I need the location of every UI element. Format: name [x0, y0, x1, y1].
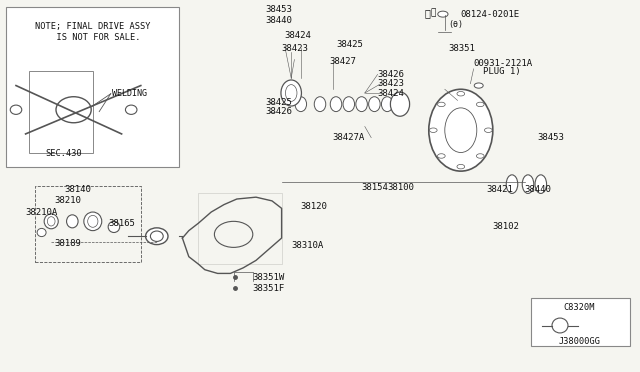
Ellipse shape: [281, 80, 301, 106]
Circle shape: [438, 102, 445, 107]
Text: (θ): (θ): [448, 20, 463, 29]
Text: 38427: 38427: [330, 57, 356, 66]
Ellipse shape: [146, 228, 168, 245]
Text: 38120: 38120: [301, 202, 328, 211]
Text: 38165: 38165: [109, 219, 136, 228]
Text: 38210: 38210: [54, 196, 81, 205]
Ellipse shape: [67, 215, 78, 228]
Text: 38351F: 38351F: [253, 284, 285, 293]
Text: 38426: 38426: [266, 107, 292, 116]
Text: 38189: 38189: [54, 239, 81, 248]
Ellipse shape: [295, 97, 307, 112]
Text: NOTE; FINAL DRIVE ASSY
  IS NOT FOR SALE.: NOTE; FINAL DRIVE ASSY IS NOT FOR SALE.: [35, 22, 150, 42]
Text: 38424: 38424: [285, 31, 312, 40]
Text: 38140: 38140: [64, 185, 91, 194]
Ellipse shape: [343, 97, 355, 112]
Text: 08124-0201E: 08124-0201E: [461, 10, 520, 19]
FancyBboxPatch shape: [531, 298, 630, 346]
Text: WELDING: WELDING: [112, 89, 147, 97]
Ellipse shape: [37, 228, 46, 237]
Ellipse shape: [535, 175, 547, 193]
Text: 00931-2121A: 00931-2121A: [474, 59, 532, 68]
Ellipse shape: [506, 175, 518, 193]
Text: 38425: 38425: [336, 40, 363, 49]
Circle shape: [429, 128, 437, 132]
Circle shape: [438, 154, 445, 158]
Circle shape: [457, 164, 465, 169]
Text: 38154: 38154: [362, 183, 388, 192]
Bar: [29, 71, 93, 153]
Ellipse shape: [84, 212, 102, 231]
Text: 38453: 38453: [266, 5, 292, 14]
Text: 38310A: 38310A: [291, 241, 323, 250]
Text: Ⓑ: Ⓑ: [424, 8, 431, 18]
Circle shape: [484, 128, 492, 132]
Ellipse shape: [522, 175, 534, 193]
Text: 38440: 38440: [525, 185, 552, 194]
Circle shape: [476, 154, 484, 158]
Ellipse shape: [10, 105, 22, 115]
Text: Ⓑ: Ⓑ: [430, 9, 435, 17]
Text: 38425: 38425: [266, 98, 292, 107]
Text: 38351: 38351: [448, 44, 475, 53]
Text: 38102: 38102: [493, 222, 520, 231]
Text: 38453: 38453: [538, 133, 564, 142]
Text: 38424: 38424: [378, 89, 404, 97]
Ellipse shape: [125, 105, 137, 115]
Ellipse shape: [330, 97, 342, 112]
Ellipse shape: [56, 97, 92, 123]
Text: SEC.430: SEC.430: [45, 149, 83, 158]
Ellipse shape: [44, 214, 58, 229]
Ellipse shape: [356, 97, 367, 112]
Circle shape: [476, 102, 484, 107]
Circle shape: [457, 92, 465, 96]
Text: 38351W: 38351W: [253, 273, 285, 282]
Text: 38100: 38100: [387, 183, 414, 192]
Text: 38440: 38440: [266, 16, 292, 25]
FancyBboxPatch shape: [6, 7, 179, 167]
Ellipse shape: [369, 97, 380, 112]
Text: 38421: 38421: [486, 185, 513, 194]
Ellipse shape: [390, 92, 410, 116]
Text: 38423: 38423: [282, 44, 308, 53]
Ellipse shape: [552, 318, 568, 333]
Circle shape: [438, 11, 448, 17]
Text: 38427A: 38427A: [333, 133, 365, 142]
Ellipse shape: [108, 221, 120, 232]
Ellipse shape: [314, 97, 326, 112]
Ellipse shape: [429, 89, 493, 171]
Circle shape: [474, 83, 483, 88]
Text: 38426: 38426: [378, 70, 404, 79]
Text: 38423: 38423: [378, 79, 404, 88]
Text: C8320M: C8320M: [563, 303, 595, 312]
Text: PLUG 1): PLUG 1): [483, 67, 521, 76]
Ellipse shape: [381, 97, 393, 112]
Text: J38000GG: J38000GG: [558, 337, 600, 346]
Text: 38210A: 38210A: [26, 208, 58, 217]
